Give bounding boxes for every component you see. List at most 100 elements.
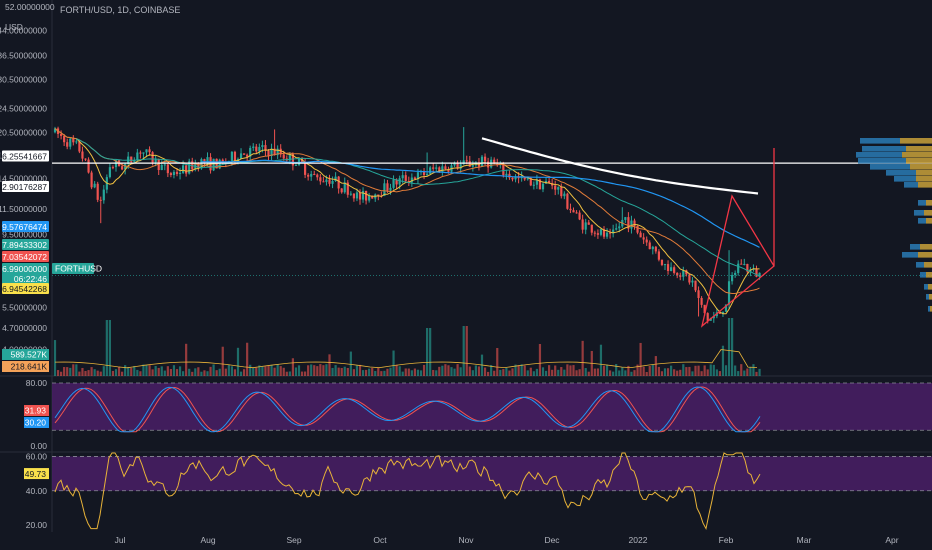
stoch-k-line bbox=[54, 386, 761, 433]
volume-bar bbox=[395, 364, 398, 376]
price-label-text: 7.03542072 bbox=[2, 252, 47, 262]
candle-body bbox=[331, 181, 334, 184]
volume-profile-bar bbox=[856, 152, 902, 158]
price-label-dark: 12.90176287 bbox=[0, 181, 49, 192]
volume-bar bbox=[624, 370, 627, 376]
volume-profile-bar bbox=[910, 164, 932, 170]
volume-bar bbox=[615, 364, 618, 376]
candle-body bbox=[288, 153, 291, 161]
volume-bar bbox=[679, 369, 682, 376]
volume-bar bbox=[752, 364, 755, 376]
candle-body bbox=[291, 153, 294, 166]
price-label-bg bbox=[2, 239, 49, 250]
price-label-text: 6.99000000 bbox=[2, 264, 47, 274]
candle-body bbox=[221, 159, 224, 162]
volume-bar bbox=[404, 368, 407, 376]
volume-bar bbox=[175, 369, 179, 376]
candle-body bbox=[538, 179, 542, 190]
volume-bar bbox=[127, 367, 130, 376]
volume-bar bbox=[243, 369, 246, 376]
volume-bar bbox=[514, 364, 517, 376]
candle-body bbox=[178, 172, 182, 175]
price-label-text: 9.57676474 bbox=[2, 222, 47, 232]
volume-bar bbox=[380, 371, 383, 376]
ma-mid-line bbox=[76, 138, 760, 277]
candle-body bbox=[310, 173, 313, 177]
volume-bar bbox=[529, 367, 532, 376]
volume-bar bbox=[114, 369, 118, 376]
volume-bar bbox=[224, 368, 227, 376]
price-label-bg bbox=[2, 263, 49, 274]
x-axis-tick: Sep bbox=[286, 535, 301, 545]
volume-bar bbox=[267, 365, 270, 376]
candle-body bbox=[136, 152, 139, 161]
candle-body bbox=[175, 171, 179, 175]
volume-profile-bar bbox=[862, 146, 906, 152]
candle-body bbox=[718, 312, 721, 314]
volume-bar bbox=[496, 348, 499, 376]
candle-body bbox=[651, 246, 654, 250]
candle-body bbox=[557, 187, 560, 190]
volume-bar bbox=[410, 370, 413, 376]
price-label-bg bbox=[2, 150, 49, 162]
candle-body bbox=[703, 304, 706, 314]
volume-bars bbox=[53, 318, 761, 376]
volume-profile-bar bbox=[918, 182, 932, 188]
volume-bar bbox=[66, 367, 69, 376]
candle-body bbox=[60, 133, 63, 136]
volume-bar bbox=[239, 371, 243, 376]
volume-bar bbox=[69, 367, 72, 376]
candle-body bbox=[572, 210, 575, 213]
volume-bar bbox=[657, 366, 660, 376]
candle-body bbox=[111, 167, 115, 169]
volume-bar bbox=[715, 369, 718, 376]
candle-body bbox=[636, 225, 639, 233]
price-label-text: 12.90176287 bbox=[0, 182, 47, 192]
volume-bar bbox=[709, 364, 712, 376]
volume-bar bbox=[169, 369, 172, 376]
volume-profile-bar bbox=[914, 210, 924, 216]
candle-body bbox=[743, 263, 746, 265]
candle-body bbox=[456, 162, 459, 169]
candle-body bbox=[307, 174, 310, 177]
candle-body bbox=[203, 159, 206, 163]
volume-bar bbox=[636, 364, 639, 376]
candle-body bbox=[724, 304, 728, 312]
candle-body bbox=[358, 192, 362, 200]
volume-bar bbox=[343, 366, 346, 376]
volume-bar bbox=[654, 356, 657, 376]
volume-bar bbox=[517, 365, 520, 376]
price-label-bg bbox=[2, 283, 49, 294]
volume-bar bbox=[612, 371, 615, 376]
volume-bar bbox=[84, 370, 87, 376]
candle-body bbox=[75, 141, 78, 143]
volume-bar bbox=[200, 371, 203, 376]
volume-bar bbox=[670, 365, 673, 376]
candle-body bbox=[84, 158, 87, 160]
x-axis-tick: Dec bbox=[544, 535, 560, 545]
rsi-tick: 20.00 bbox=[26, 520, 48, 530]
candle-body bbox=[276, 148, 279, 156]
candle-body bbox=[392, 179, 395, 188]
candle-body bbox=[612, 229, 615, 234]
volume-bar bbox=[706, 369, 709, 376]
volume-bar bbox=[435, 370, 438, 376]
volume-bar bbox=[651, 364, 654, 376]
volume-bar bbox=[520, 364, 523, 376]
candle-body bbox=[575, 212, 578, 214]
candle-body bbox=[587, 222, 590, 225]
volume-bar bbox=[450, 367, 453, 376]
stoch-value-label: 31.93 bbox=[24, 405, 49, 416]
candle-body bbox=[239, 153, 243, 159]
volume-bar bbox=[602, 365, 606, 376]
candle-body bbox=[404, 175, 407, 182]
candle-body bbox=[188, 161, 191, 174]
candle-body bbox=[246, 154, 249, 157]
candle-body bbox=[243, 153, 246, 155]
candle-body bbox=[654, 246, 657, 252]
volume-bar bbox=[136, 369, 139, 376]
candle-body bbox=[740, 263, 743, 265]
volume-bar bbox=[727, 318, 731, 376]
volume-bar bbox=[441, 365, 444, 376]
